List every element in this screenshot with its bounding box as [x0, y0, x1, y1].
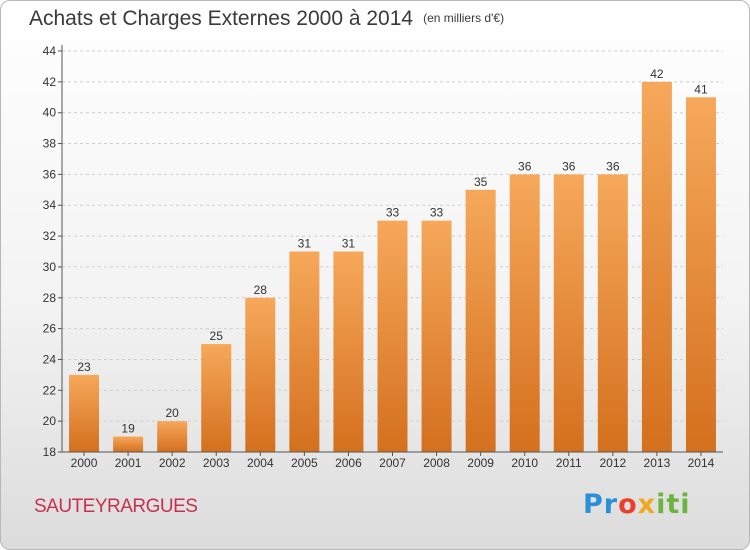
logo-part-4: iti	[656, 489, 691, 520]
data-label: 31	[342, 237, 356, 251]
bar	[509, 174, 540, 452]
bar	[289, 251, 320, 452]
data-label: 33	[430, 206, 444, 220]
data-label: 23	[77, 360, 91, 374]
x-tick-label: 2006	[335, 456, 362, 470]
logo-part-2: o	[618, 489, 638, 520]
bar	[597, 174, 628, 452]
x-tick-label: 2007	[379, 456, 406, 470]
x-tick-label: 2001	[115, 456, 142, 470]
bar	[157, 421, 188, 452]
bar	[641, 81, 672, 452]
y-tick-label: 34	[43, 198, 57, 212]
data-label: 31	[298, 237, 312, 251]
y-tick-label: 28	[43, 291, 57, 305]
y-tick-label: 44	[43, 44, 57, 58]
x-tick-label: 2012	[599, 456, 626, 470]
proxiti-logo[interactable]: Proxiti	[583, 489, 691, 520]
y-tick-label: 32	[43, 229, 57, 243]
y-tick-label: 22	[43, 383, 57, 397]
data-label: 36	[518, 159, 532, 173]
y-tick-label: 20	[43, 414, 57, 428]
place-name: SAUTEYRARGUES	[34, 496, 198, 517]
bar	[685, 97, 716, 453]
data-label: 20	[165, 406, 179, 420]
x-tick-label: 2005	[291, 456, 318, 470]
chart-unit-note: (en milliers d'€)	[423, 11, 505, 25]
x-tick-label: 2008	[423, 456, 450, 470]
y-tick-label: 42	[43, 75, 57, 89]
x-tick-label: 2002	[159, 456, 186, 470]
x-tick-label: 2013	[644, 456, 671, 470]
y-tick-label: 40	[43, 106, 57, 120]
y-tick-label: 26	[43, 322, 57, 336]
data-label: 33	[386, 206, 400, 220]
bar	[245, 297, 276, 452]
bar	[553, 174, 584, 452]
data-label: 36	[562, 159, 576, 173]
logo-part-3: x	[637, 489, 657, 520]
data-label: 35	[474, 175, 488, 189]
y-tick-label: 36	[43, 167, 57, 181]
y-tick-label: 18	[43, 445, 57, 459]
x-tick-label: 2003	[203, 456, 230, 470]
bar	[113, 436, 144, 452]
chart-title-text: Achats et Charges Externes 2000 à 2014	[29, 7, 414, 30]
axis-layer: 18 20 22 24 26 28 30 32 34 36 38 40 42 44 2000 2001 2002…	[43, 44, 723, 470]
chart-title: Achats et Charges Externes 2000 à 2014 (e…	[29, 7, 504, 31]
data-label: 36	[606, 159, 620, 173]
data-label: 42	[650, 67, 664, 81]
x-tick-label: 2010	[511, 456, 538, 470]
bar	[201, 344, 232, 452]
data-label: 28	[254, 283, 268, 297]
bar-layer: 23 19 20 25 28 31 31 33 33 35 36 36 36 42 41	[69, 67, 716, 453]
y-tick-label: 30	[43, 260, 57, 274]
x-tick-label: 2004	[247, 456, 274, 470]
bar	[377, 220, 408, 452]
logo-part-1: Pr	[583, 489, 619, 520]
x-tick-label: 2011	[556, 456, 582, 470]
x-tick-label: 2014	[688, 456, 715, 470]
data-label: 19	[121, 422, 135, 436]
bar	[69, 374, 100, 452]
bar	[421, 220, 452, 452]
bar	[465, 189, 496, 453]
data-label: 41	[694, 82, 708, 96]
x-tick-label: 2009	[467, 456, 494, 470]
y-tick-label: 38	[43, 137, 57, 151]
bar	[333, 251, 364, 452]
data-label: 25	[210, 329, 224, 343]
x-tick-label: 2000	[71, 456, 98, 470]
y-tick-label: 24	[43, 352, 57, 366]
